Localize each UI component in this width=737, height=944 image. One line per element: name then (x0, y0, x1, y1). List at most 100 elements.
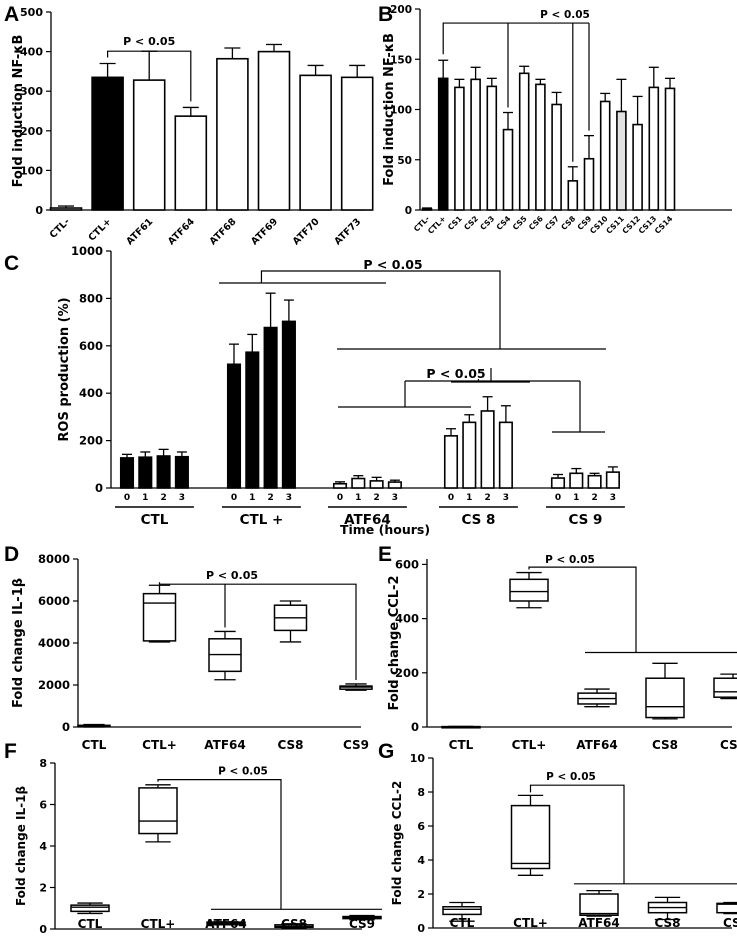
y-tick-label: 0 (417, 922, 425, 935)
significance-label: P < 0.05 (218, 766, 268, 778)
time-point-label: 1 (573, 493, 579, 503)
significance-bracket (528, 566, 637, 653)
time-point-label: 1 (466, 493, 472, 503)
y-tick-label: 0 (35, 204, 43, 217)
y-tick-label: 100 (390, 105, 412, 117)
y-tick-label: 600 (395, 557, 419, 571)
box (142, 592, 177, 642)
time-point-label: 0 (124, 493, 130, 503)
y-tick-label: 0 (62, 720, 70, 734)
bar (174, 115, 208, 211)
box (579, 893, 619, 916)
significance-bracket (107, 50, 192, 102)
significance-label: P < 0.05 (545, 554, 595, 566)
panel-label-g: G (378, 740, 394, 763)
panel-label-e: E (378, 543, 392, 566)
y-tick-label: 6 (39, 799, 47, 812)
bar (454, 86, 465, 211)
group-label: CTL + (240, 512, 284, 528)
category-label: ATF64 (204, 738, 245, 752)
category-label: CS9 (349, 917, 375, 931)
y-tick-label: 2 (39, 882, 47, 895)
y-tick-label: 400 (395, 612, 419, 626)
bar (174, 455, 189, 489)
category-label: CS8 (652, 738, 678, 752)
y-tick-label: 2000 (38, 678, 70, 692)
y-tick-label: 4 (39, 840, 47, 853)
category-label: ATF69 (249, 216, 280, 247)
time-point-label: 1 (355, 493, 361, 503)
y-tick-label: 0 (39, 923, 47, 936)
category-label: CS3 (478, 214, 496, 232)
bar (535, 83, 546, 211)
category-label: CS14 (653, 214, 675, 236)
bar (498, 421, 513, 489)
bar (550, 477, 566, 489)
bar (486, 85, 498, 211)
category-label: CTL+ (512, 738, 547, 752)
bar (616, 110, 627, 211)
time-point-label: 3 (503, 493, 509, 503)
group-label: CTL (141, 512, 169, 528)
bar (91, 76, 124, 211)
bar (369, 480, 384, 489)
significance-label: P < 0.05 (540, 9, 590, 21)
time-point-label: 2 (267, 493, 273, 503)
y-axis-title: Fold change CCL-2 (390, 781, 404, 906)
y-tick-label: 8000 (38, 552, 70, 566)
y-tick-label: 400 (79, 386, 103, 400)
category-label: CS9 (723, 916, 737, 930)
category-label: CTL+ (142, 738, 177, 752)
y-tick-label: 800 (79, 291, 103, 305)
significance-bracket (158, 582, 357, 680)
time-point-label: 3 (610, 493, 616, 503)
bar (583, 157, 595, 211)
significance-bracket (260, 270, 501, 349)
y-tick-label: 4 (417, 854, 425, 867)
chart-panel-g: 0 2 4 6 8 10 Fold change CCL-2 CTL CTL+ ATF64 CS8 C… (390, 752, 737, 935)
category-label: CS6 (527, 214, 545, 232)
y-tick-label: 400 (20, 46, 43, 59)
category-label: CTL+ (141, 917, 176, 931)
bar (599, 100, 611, 211)
y-tick-label: 6000 (38, 594, 70, 608)
time-point-label: 2 (591, 493, 597, 503)
bar (299, 74, 332, 211)
bar (632, 123, 643, 211)
group-label: CS 9 (568, 512, 602, 528)
y-tick-label: 100 (20, 164, 43, 177)
bar (470, 78, 481, 211)
bar (281, 320, 296, 489)
category-label: CTL+ (513, 916, 548, 930)
y-tick-label: 6 (417, 820, 425, 833)
category-label: CS1 (446, 214, 464, 232)
chart-panel-f: 0 2 4 6 8 Fold change IL-1β CTL CTL+ ATF64 CS8 CS9… (14, 757, 382, 936)
bar (462, 421, 477, 489)
y-axis-title: Fold change IL-1β (11, 578, 26, 708)
category-label: CS2 (462, 214, 480, 232)
time-point-label: 0 (337, 493, 343, 503)
chart-panel-e: 0 200 400 600 Fold change CCL-2 CTL CTL+ ATF64 C… (387, 554, 737, 752)
time-point-label: 0 (448, 493, 454, 503)
significance-label: P < 0.05 (363, 257, 422, 272)
x-axis-title: Time (hours) (340, 522, 430, 537)
bar (443, 435, 459, 489)
y-axis-title: Fold induction NF-κB (382, 33, 397, 186)
bar (332, 482, 348, 489)
time-point-label: 2 (373, 493, 379, 503)
y-tick-label: 0 (411, 720, 419, 734)
significance-label: P < 0.05 (546, 771, 596, 783)
category-label: CS8 (277, 738, 303, 752)
panel-label-a: A (4, 3, 19, 26)
y-tick-label: 300 (20, 85, 43, 98)
category-label: ATF73 (332, 216, 363, 247)
panel-label-d: D (4, 543, 19, 566)
bar (156, 455, 171, 489)
bar (569, 472, 584, 489)
bar (138, 456, 153, 489)
bar (263, 326, 278, 489)
y-tick-label: 200 (20, 125, 43, 138)
time-point-label: 3 (179, 493, 185, 503)
